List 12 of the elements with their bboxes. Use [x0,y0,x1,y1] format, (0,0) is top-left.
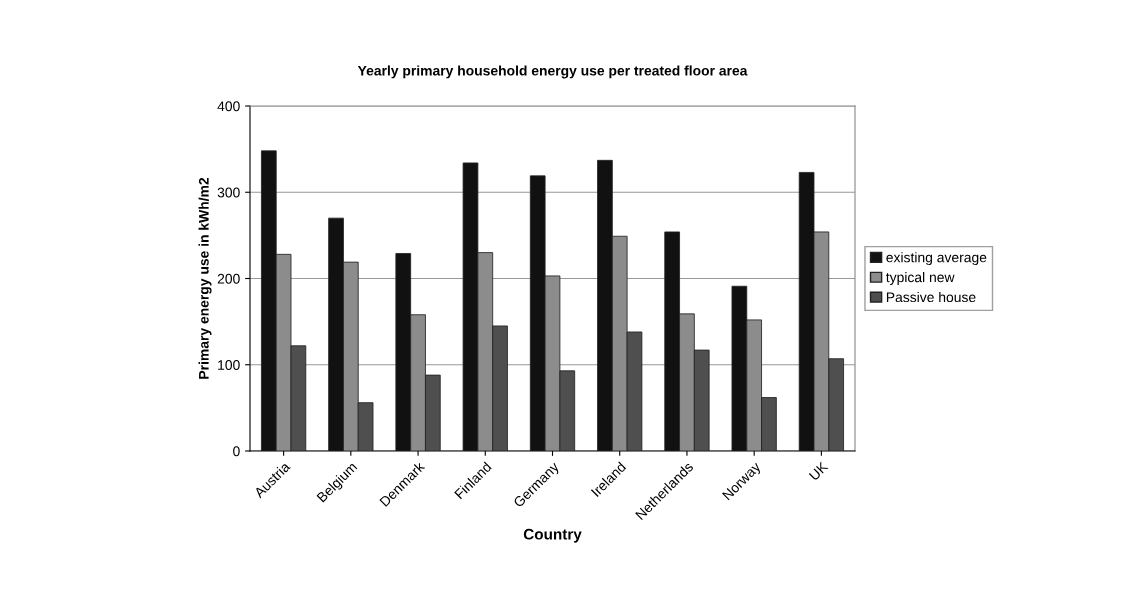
x-axis-title: Country [523,528,582,543]
y-tick-label: 400 [217,101,240,112]
legend-label: Passive house [886,291,976,303]
legend-label: typical new [886,272,955,285]
y-axis-title: Primary energy use in kWh/m2 [198,177,212,379]
y-tick-label: 300 [217,187,240,198]
y-tick-label: 200 [217,273,240,284]
x-tick-label: UK [808,461,829,481]
chart-title: Yearly primary household energy use per treated floor area [357,65,748,79]
y-tick-label: 0 [233,446,240,457]
legend-label: existing average [886,252,987,266]
y-tick-label: 100 [218,360,240,370]
